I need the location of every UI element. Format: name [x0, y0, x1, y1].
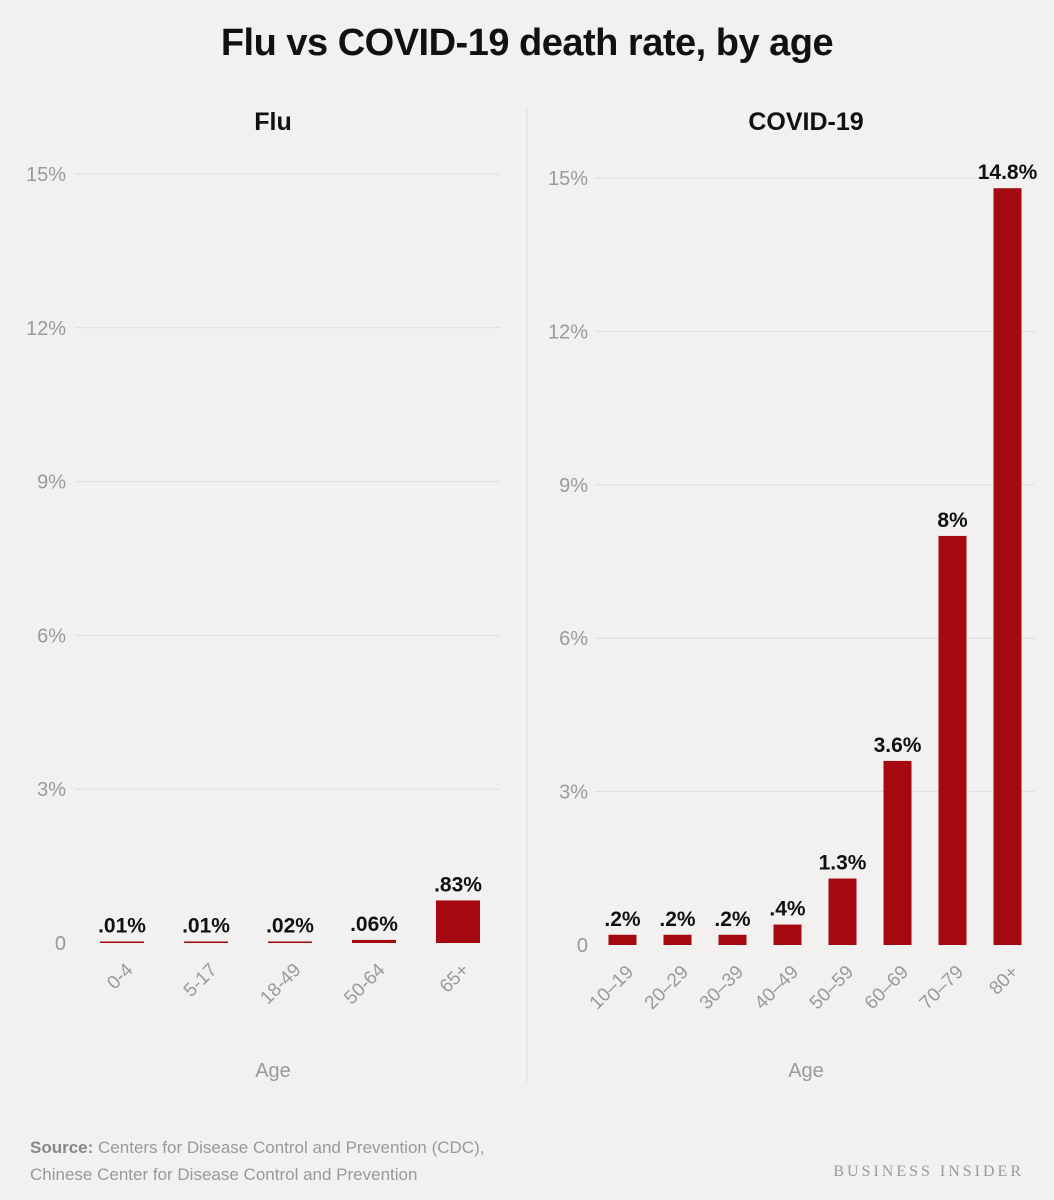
covid-x-tick-label: 40–49: [751, 962, 803, 1014]
flu-y-tick-label: 9%: [37, 472, 66, 494]
covid-data-label: .2%: [604, 908, 641, 931]
covid-panel-title: COVID-19: [748, 108, 863, 136]
chart-title: Flu vs COVID-19 death rate, by age: [220, 22, 834, 64]
covid-bar: [773, 924, 802, 945]
flu-data-label: .01%: [98, 915, 146, 938]
covid-data-label: 3.6%: [874, 734, 922, 757]
flu-bar: [184, 941, 228, 943]
flu-bar: [100, 941, 144, 943]
flu-data-label: .01%: [182, 915, 230, 938]
brand-logo: BUSINESS INSIDER: [833, 1163, 1024, 1180]
covid-data-label: 8%: [937, 509, 968, 532]
flu-x-tick-label: 65+: [436, 960, 474, 998]
covid-x-tick-label: 30–39: [696, 962, 748, 1014]
flu-y-tick-label: 6%: [37, 625, 66, 647]
flu-y-tick-label: 12%: [26, 318, 66, 340]
covid-y-tick-label: 6%: [559, 628, 588, 650]
flu-bar: [436, 900, 480, 943]
covid-bar: [718, 934, 747, 945]
flu-y-tick-label: 15%: [26, 164, 66, 186]
flu-data-label: .02%: [266, 915, 314, 938]
covid-data-label: 14.8%: [978, 161, 1038, 184]
flu-data-label: .06%: [350, 913, 398, 936]
covid-data-label: 1.3%: [819, 852, 867, 875]
flu-bar: [268, 941, 312, 943]
covid-bar: [993, 188, 1022, 945]
covid-x-tick-label: 60–69: [861, 962, 913, 1014]
covid-bar: [938, 535, 967, 945]
covid-x-tick-label: 10–19: [586, 962, 638, 1014]
chart-canvas: Flu 0 3% 6% 9% 12% 15% .01% 0-4 .01% 5-17 .02% 18-49…: [26, 108, 1038, 1082]
flu-x-tick-label: 5-17: [180, 960, 222, 1002]
covid-y-tick-label: 9%: [559, 475, 588, 497]
covid-x-tick-label: 50–59: [806, 962, 858, 1014]
flu-x-tick-label: 0-4: [103, 959, 138, 994]
flu-panel-title: Flu: [254, 108, 292, 136]
covid-y-tick-label: 0: [577, 935, 588, 957]
covid-x-axis-label: Age: [788, 1060, 824, 1082]
covid-data-label: .2%: [659, 908, 696, 931]
covid-bar: [663, 934, 692, 945]
covid-bar: [828, 878, 857, 945]
source-note: Source: Centers for Disease Control and …: [30, 1134, 484, 1188]
covid-y-tick-label: 12%: [548, 321, 588, 343]
flu-y-tick-label: 0: [55, 933, 66, 955]
covid-x-tick-label: 20–29: [641, 962, 693, 1014]
covid-y-tick-label: 15%: [548, 168, 588, 190]
covid-data-label: .4%: [769, 898, 806, 921]
flu-data-label: .83%: [434, 873, 482, 896]
source-label: Source:: [30, 1138, 94, 1157]
flu-y-tick-label: 3%: [37, 779, 66, 801]
covid-bar: [883, 760, 912, 945]
flu-x-axis-label: Age: [255, 1060, 291, 1082]
source-line-2: Chinese Center for Disease Control and P…: [30, 1165, 418, 1184]
source-line-1: Centers for Disease Control and Preventi…: [98, 1138, 485, 1157]
covid-bar: [608, 934, 637, 945]
flu-bar: [352, 939, 396, 943]
covid-data-label: .2%: [714, 908, 751, 931]
covid-y-tick-label: 3%: [559, 782, 588, 804]
covid-x-tick-label: 80+: [985, 962, 1023, 1000]
flu-x-tick-label: 18-49: [256, 960, 305, 1009]
flu-x-tick-label: 50-64: [340, 959, 390, 1009]
covid-x-tick-label: 70–79: [916, 962, 968, 1014]
